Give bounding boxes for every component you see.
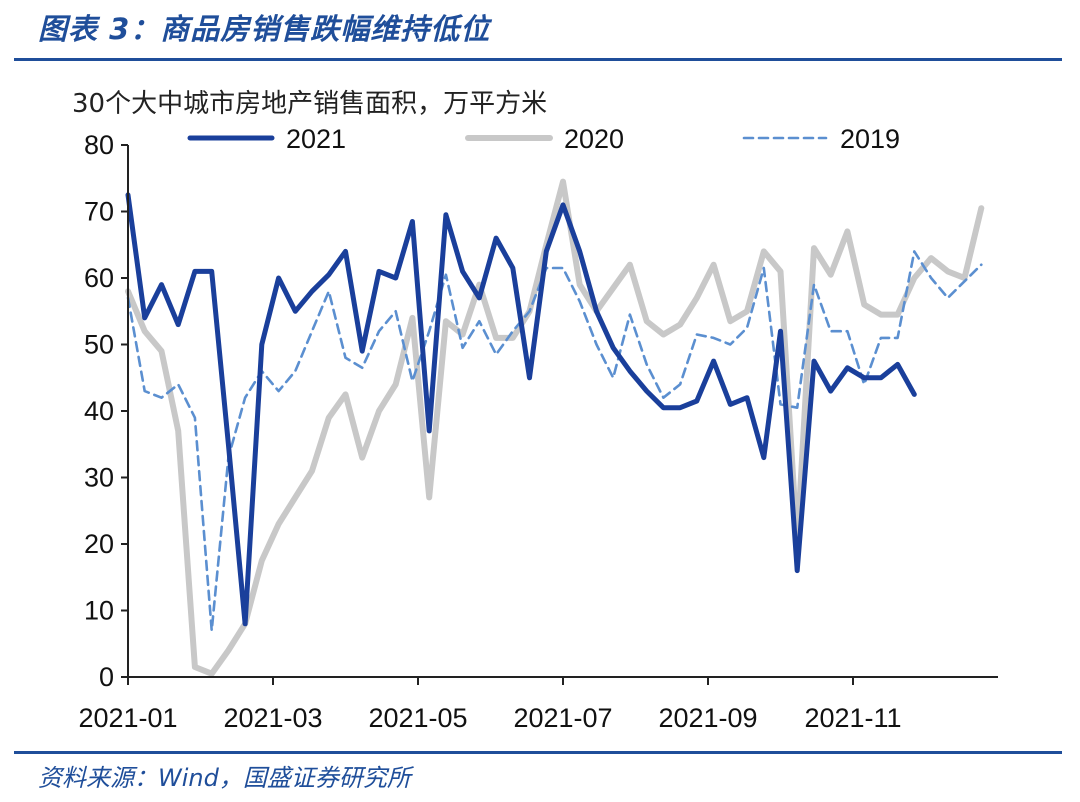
header-rule [14,58,1062,61]
x-tick-label: 2021-01 [78,703,177,733]
y-tick-label: 80 [84,130,114,160]
legend-label-2019: 2019 [840,124,900,154]
series-line-2019 [126,250,983,632]
y-tick-label: 50 [84,330,114,360]
x-tick-label: 2021-11 [804,703,901,733]
x-axis-ticks: 2021-01 2021-03 2021-05 2021-07 2021-09 2021-… [78,677,902,733]
source-note: 资料来源：Wind，国盛证券研究所 [38,764,411,792]
y-tick-label: 20 [84,529,114,559]
y-tick-label: 60 [84,263,114,293]
figure-title: 图表 3：商品房销售跌幅维持低位 [38,12,491,46]
y-tick-label: 40 [84,396,114,426]
y-tick-label: 70 [84,197,114,227]
x-tick-label: 2021-09 [658,703,757,733]
x-tick-label: 2021-07 [513,703,612,733]
y-tick-label: 30 [84,463,114,493]
legend-label-2021: 2021 [286,124,346,154]
y-axis-title: 30个大中城市房地产销售面积，万平方米 [72,89,547,119]
series-line-2020 [125,178,985,677]
legend: 2021 2020 2019 [187,124,900,154]
y-axis-ticks: 0 10 20 30 40 50 60 70 80 [84,130,128,692]
legend-label-2020: 2020 [564,124,624,154]
series-lines [125,178,985,677]
y-tick-label: 0 [99,662,114,692]
x-tick-label: 2021-03 [223,703,322,733]
footer-rule [14,751,1062,754]
series-line-2021 [125,192,917,627]
x-tick-label: 2021-05 [368,703,467,733]
y-tick-label: 10 [84,596,114,626]
